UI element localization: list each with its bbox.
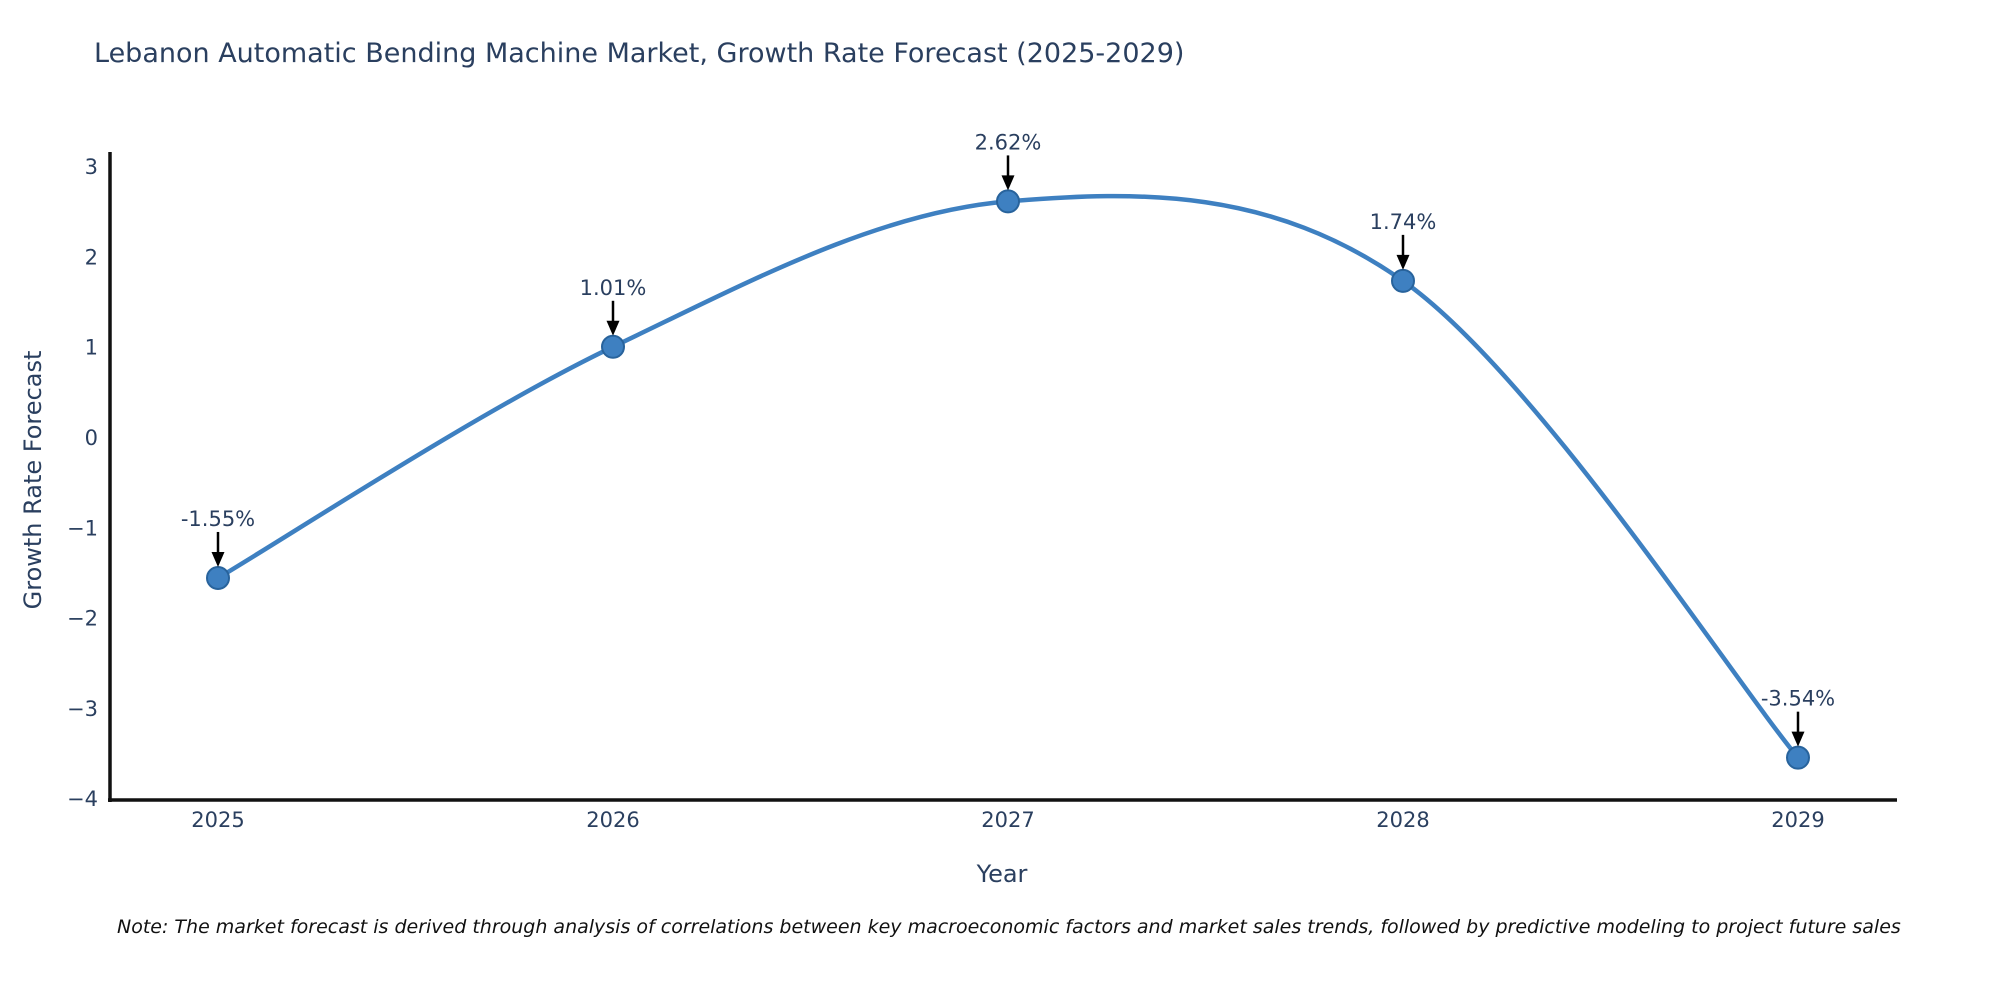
data-point-annotation: -3.54%: [1761, 687, 1835, 711]
annotation-arrowhead: [1001, 175, 1015, 191]
y-tick-label: 0: [85, 426, 98, 450]
annotation-arrowhead: [211, 551, 225, 567]
x-tick-label: 2026: [586, 808, 639, 832]
y-tick-label: −4: [67, 787, 98, 811]
data-point-annotation: 1.74%: [1370, 210, 1437, 234]
x-tick-label: 2027: [981, 808, 1034, 832]
y-tick-label: 2: [85, 245, 98, 269]
annotation-arrowhead: [1396, 254, 1410, 270]
footnote: Note: The market forecast is derived thr…: [117, 916, 1901, 938]
y-tick-label: 3: [85, 155, 98, 179]
data-point-marker[interactable]: [1391, 268, 1415, 293]
annotation-arrowhead: [1791, 731, 1805, 747]
y-tick-label: −3: [67, 697, 98, 721]
annotation-arrowhead: [606, 320, 620, 336]
trend-line: [215, 193, 1801, 760]
data-point-annotation: 2.62%: [975, 130, 1042, 154]
data-point-marker[interactable]: [601, 334, 625, 359]
x-tick-label: 2025: [191, 808, 244, 832]
data-point-marker[interactable]: [996, 189, 1020, 214]
data-point-marker[interactable]: [206, 565, 230, 590]
x-tick-label: 2029: [1771, 808, 1824, 832]
data-point-annotation: -1.55%: [181, 507, 255, 531]
y-tick-label: 1: [85, 336, 98, 360]
chart-title: Lebanon Automatic Bending Machine Market…: [94, 38, 1185, 69]
data-point-marker[interactable]: [1786, 745, 1810, 770]
y-tick-label: −1: [67, 516, 98, 540]
x-axis-title: Year: [976, 860, 1028, 888]
y-tick-label: −2: [67, 607, 98, 631]
x-tick-label: 2028: [1376, 808, 1429, 832]
data-point-annotation: 1.01%: [580, 276, 647, 300]
